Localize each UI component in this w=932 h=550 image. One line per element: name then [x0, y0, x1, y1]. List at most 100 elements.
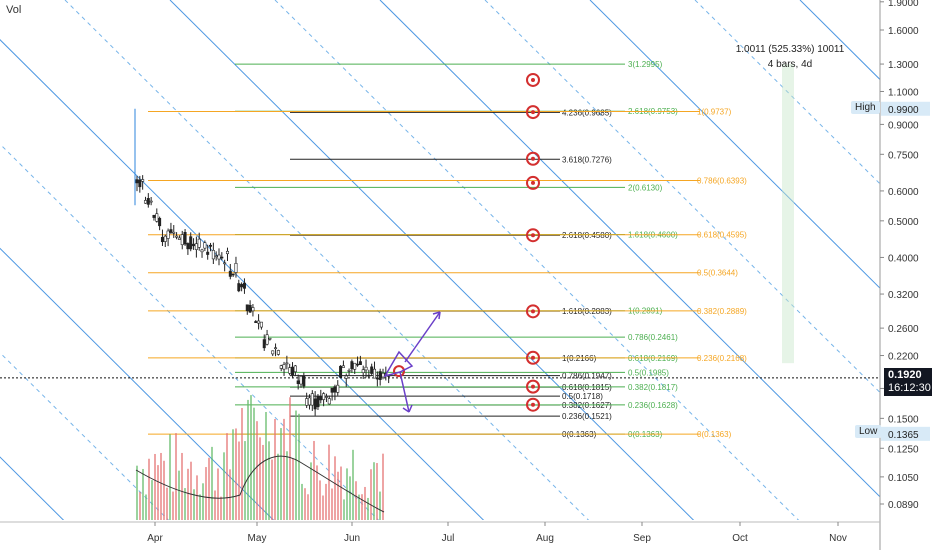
candle-body	[307, 397, 311, 406]
volume-ma-line	[135, 455, 385, 513]
candle-body	[172, 231, 176, 234]
fib-extension-levels: 3(1.2995)4.236(0.9685) 2.618(0.9753) 1(0.9…	[0, 60, 880, 439]
volume-bar	[346, 468, 348, 520]
channel-median-line	[905, 0, 932, 550]
time-axis: Apr May Jun Jul Aug Sep Oct Nov	[0, 521, 880, 544]
price-tick-label: 0.3200	[888, 290, 919, 301]
target-marker	[526, 175, 540, 190]
channel-median-line	[0, 352, 170, 520]
volume-bar	[190, 461, 192, 520]
fib-level-label: 3(1.2995)	[628, 60, 663, 69]
volume-bar	[175, 433, 177, 520]
target-marker-dot	[531, 384, 535, 389]
candle-body	[217, 254, 221, 260]
time-tick-label: Oct	[732, 533, 748, 544]
high_value-text: 0.9900	[888, 105, 919, 116]
candle-body	[194, 243, 198, 250]
bear-arrow-head	[402, 404, 413, 413]
candle-body	[152, 214, 156, 218]
target-marker	[526, 379, 540, 394]
candle-body	[189, 236, 193, 250]
candle-body	[257, 320, 261, 324]
candle-body	[373, 368, 377, 379]
target-marker-dot	[531, 355, 535, 360]
volume-bar	[247, 399, 249, 520]
volume-bar	[169, 434, 171, 520]
candle-body	[186, 243, 190, 250]
candle-body	[279, 365, 283, 369]
candle-body	[209, 244, 213, 247]
candle-body	[251, 307, 255, 312]
candle-body	[381, 372, 385, 378]
volume-bar	[178, 470, 180, 520]
volume-bar	[316, 465, 318, 520]
target-marker-dot	[531, 402, 535, 407]
candle-body	[228, 270, 232, 277]
volume-bar	[355, 481, 357, 520]
target-marker-dot	[531, 77, 535, 82]
volume-bar	[277, 453, 279, 520]
volume-bar	[196, 475, 198, 520]
fib-level-label: 0.786(0.6393)	[697, 177, 747, 186]
fib-level-label: 0.236(0.2168)	[697, 354, 747, 363]
candle-body	[296, 380, 300, 384]
time-tick-label: May	[248, 533, 267, 544]
volume-bar	[289, 397, 291, 520]
candle-body	[347, 370, 351, 372]
candle-body	[141, 179, 145, 182]
fib-level-label: 0.5(0.1985)	[628, 368, 669, 377]
fib-level-label: 0.236(0.1628)	[628, 401, 678, 410]
bull-arrow-head	[432, 311, 441, 320]
candle-body	[163, 235, 167, 242]
candle-body	[327, 398, 331, 405]
volume-bar	[304, 488, 306, 520]
target-marker	[526, 397, 540, 412]
volume-bar	[184, 488, 186, 520]
volume-bar	[154, 453, 156, 520]
candle-body	[364, 366, 368, 371]
volume-bar	[379, 491, 381, 520]
candle-body	[197, 238, 201, 248]
target-markers	[393, 72, 540, 412]
channel-median-line	[0, 143, 380, 520]
volume-bar	[151, 480, 153, 520]
candle-body	[336, 384, 340, 393]
volume-bar	[331, 488, 333, 520]
volume-bar	[343, 499, 345, 520]
candle-body	[324, 396, 328, 398]
candle-body	[319, 396, 323, 401]
volume-bar	[280, 428, 282, 520]
volume-bar	[172, 491, 174, 520]
volume-bar	[238, 441, 240, 520]
candle-body	[143, 200, 147, 204]
volume-bar	[382, 453, 384, 520]
candle-body	[375, 377, 379, 380]
time-tick-label: Apr	[147, 533, 163, 544]
volume-bar	[349, 476, 351, 520]
candle-body	[370, 366, 374, 374]
volume-bar	[229, 469, 231, 520]
current-price-box: 0.1920 16:12:30	[884, 368, 932, 396]
target-marker-dot	[531, 180, 535, 185]
volume-bar	[226, 433, 228, 520]
high-badge: High	[851, 101, 880, 114]
price-tick-label: 0.2600	[888, 324, 919, 335]
volume-bar	[319, 480, 321, 520]
channel-line	[589, 0, 880, 289]
candle-body	[339, 365, 343, 378]
candle-body	[367, 374, 371, 377]
candle-body	[254, 321, 258, 323]
volume-bar	[313, 440, 315, 520]
price-tick-label: 0.0890	[888, 500, 919, 511]
candle-body	[203, 242, 207, 249]
candle-body	[378, 371, 382, 380]
candle-body	[240, 284, 244, 288]
price-axis: 1.9000 1.6000 1.3000 1.1000 0.9000 0.7500 0.60…	[879, 0, 930, 550]
volume-bar	[364, 486, 366, 520]
fib-level-label: 0.5(0.1718)	[562, 392, 603, 401]
channel-line	[0, 39, 485, 520]
volume-bar	[232, 429, 234, 520]
candle-body	[175, 235, 179, 238]
